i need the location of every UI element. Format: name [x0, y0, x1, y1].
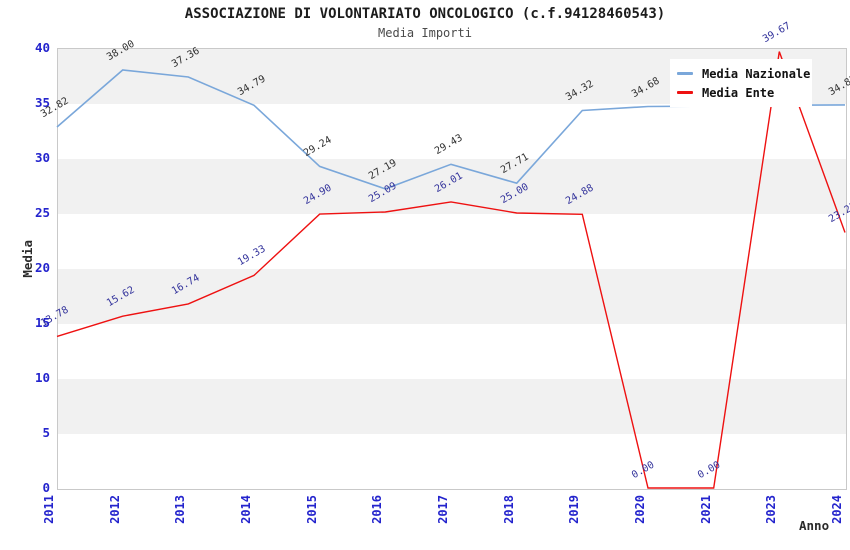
y-axis-title: Media	[20, 240, 35, 278]
y-tick-label: 40	[34, 40, 50, 55]
x-tick-label: 2021	[698, 495, 713, 524]
x-tick-label: 2014	[239, 495, 253, 524]
x-tick-label: 2017	[436, 495, 450, 524]
series-lines	[56, 51, 846, 489]
chart-subtitle: Media Importi	[378, 26, 472, 40]
y-tick-label: 10	[34, 370, 50, 385]
x-tick-label: 2018	[501, 495, 516, 524]
y-tick-label: 15	[34, 315, 50, 330]
x-tick-label: 2019	[567, 495, 582, 524]
data-label: 39.67	[761, 20, 793, 45]
y-tick-label: 20	[34, 260, 50, 275]
y-tick-label: 0	[42, 480, 50, 495]
legend-label: Media Nazionale	[702, 66, 811, 81]
legend-swatch-red	[677, 91, 693, 94]
chart-title: ASSOCIAZIONE DI VOLONTARIATO ONCOLOGICO …	[184, 6, 666, 22]
y-tick-label: 5	[42, 425, 50, 440]
legend-item-media-ente: Media Ente	[677, 83, 812, 102]
x-tick-label: 2023	[764, 495, 779, 524]
legend-label: Media Ente	[702, 85, 775, 100]
y-tick-label: 30	[34, 150, 50, 165]
legend-swatch-blue	[677, 72, 693, 75]
series-line-1	[56, 51, 846, 489]
plot-area	[57, 48, 847, 490]
x-tick-label: 2024	[830, 495, 844, 524]
x-tick-label: 2020	[633, 495, 647, 524]
x-axis-title: Anno	[799, 518, 830, 533]
legend: Media Nazionale Media Ente	[670, 59, 812, 107]
y-tick-label: 35	[34, 95, 50, 110]
x-tick-label: 2013	[173, 495, 188, 524]
y-tick-label: 25	[34, 205, 50, 220]
x-tick-label: 2016	[370, 495, 385, 524]
legend-item-media-nazionale: Media Nazionale	[677, 64, 812, 83]
x-tick-label: 2012	[107, 495, 122, 524]
x-tick-label: 2011	[42, 495, 56, 524]
x-tick-label: 2015	[304, 495, 319, 524]
